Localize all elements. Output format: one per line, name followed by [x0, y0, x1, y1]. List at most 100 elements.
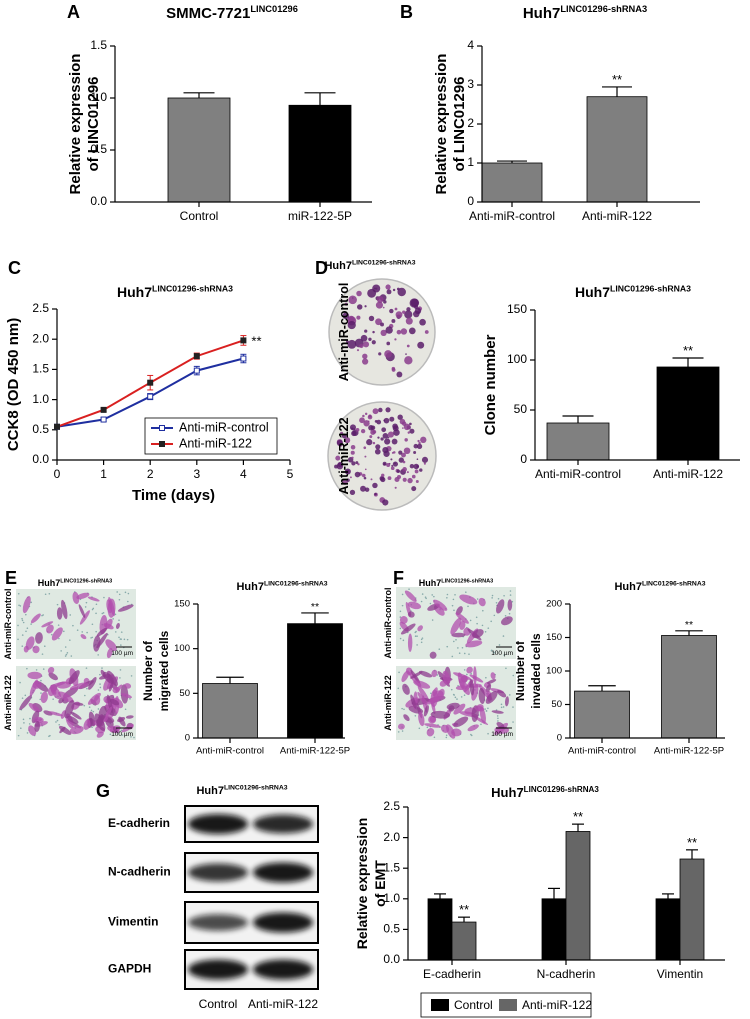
pore — [484, 630, 487, 633]
y-tick-label: 0 — [520, 452, 527, 466]
title-superscript: LINC01296-shRNA3 — [642, 581, 706, 588]
pore — [42, 614, 44, 616]
significance: ** — [683, 343, 693, 358]
pore — [490, 620, 492, 623]
cell — [403, 714, 410, 722]
pore — [429, 602, 432, 605]
colony — [359, 343, 364, 349]
colony — [368, 414, 372, 418]
colony — [391, 366, 396, 371]
colony — [384, 350, 392, 358]
row-label: Anti-miR-control — [337, 283, 351, 382]
pore — [85, 601, 88, 604]
title-superscript: LINC01296-shRNA3 — [352, 260, 416, 267]
colony — [381, 473, 385, 478]
colony — [404, 310, 413, 319]
blot — [184, 949, 319, 990]
y-tick-label: 0.5 — [383, 922, 400, 936]
y-tick-label: 0.0 — [32, 452, 49, 466]
y-tick-label: 1.0 — [32, 392, 49, 406]
colony — [383, 300, 387, 304]
blot — [184, 852, 319, 893]
error-bar — [216, 676, 244, 684]
cell — [59, 726, 66, 734]
pore — [17, 734, 20, 737]
pore — [397, 731, 400, 733]
pore — [121, 734, 124, 736]
cell — [507, 599, 513, 611]
cell — [32, 681, 42, 689]
pore — [467, 605, 469, 608]
pore — [88, 706, 91, 708]
pore — [453, 609, 455, 612]
pore — [118, 593, 121, 596]
pore — [503, 594, 505, 597]
colony — [403, 423, 411, 431]
pore — [99, 673, 101, 676]
title-main: SMMC-7721 — [166, 5, 250, 22]
legend-label: Control — [454, 998, 493, 1012]
colony — [362, 341, 370, 348]
x-tick-label: Anti-miR-control — [568, 746, 636, 757]
colony — [360, 485, 367, 492]
title-main: Huh7 — [196, 785, 224, 797]
cell — [448, 705, 455, 712]
lane-label: Control — [199, 997, 238, 1011]
cell — [35, 632, 43, 644]
colony — [413, 463, 419, 470]
colony — [357, 463, 360, 466]
cell — [467, 724, 479, 732]
pore — [130, 736, 132, 738]
cell — [68, 670, 80, 685]
pore — [453, 694, 456, 696]
error-bar — [572, 823, 584, 832]
colony — [390, 466, 395, 471]
pore — [97, 654, 99, 656]
cell — [34, 720, 40, 733]
colony — [409, 428, 415, 434]
colony — [351, 461, 356, 466]
y-tick-label: 0 — [557, 733, 562, 744]
pore — [418, 727, 421, 730]
colony — [402, 460, 406, 464]
colony — [363, 420, 370, 427]
legend-marker — [159, 425, 165, 431]
significance: ** — [687, 835, 697, 850]
pore — [21, 634, 24, 636]
cell — [455, 612, 469, 624]
pore — [457, 647, 459, 649]
scale-label: 100 µm — [491, 650, 513, 657]
pore — [487, 627, 490, 629]
colony — [366, 439, 373, 446]
colony — [400, 328, 408, 335]
pore — [30, 601, 33, 604]
pore — [101, 667, 103, 669]
cell — [474, 705, 485, 712]
cell — [102, 671, 114, 684]
cell — [451, 728, 462, 737]
point — [193, 353, 200, 360]
colony — [394, 462, 396, 465]
pore — [399, 627, 402, 630]
colony — [409, 422, 412, 426]
colony — [375, 301, 383, 309]
bar — [655, 898, 681, 961]
cell — [429, 715, 436, 723]
cell — [400, 623, 416, 635]
colony — [396, 371, 403, 378]
pore — [401, 604, 404, 607]
y-tick-label: 0.0 — [90, 194, 107, 208]
band — [253, 862, 313, 883]
pore — [453, 640, 455, 643]
y-tick-label: 1.0 — [383, 891, 400, 905]
colony — [362, 473, 366, 478]
pore — [414, 635, 417, 638]
title-main: Huh7 — [614, 581, 642, 593]
cell — [472, 629, 484, 639]
y-tick-label: 100 — [507, 352, 527, 366]
cell — [86, 719, 91, 728]
colony — [402, 310, 406, 314]
y-tick-label: 1.5 — [32, 362, 49, 376]
pore — [508, 694, 511, 696]
cell — [417, 625, 423, 632]
